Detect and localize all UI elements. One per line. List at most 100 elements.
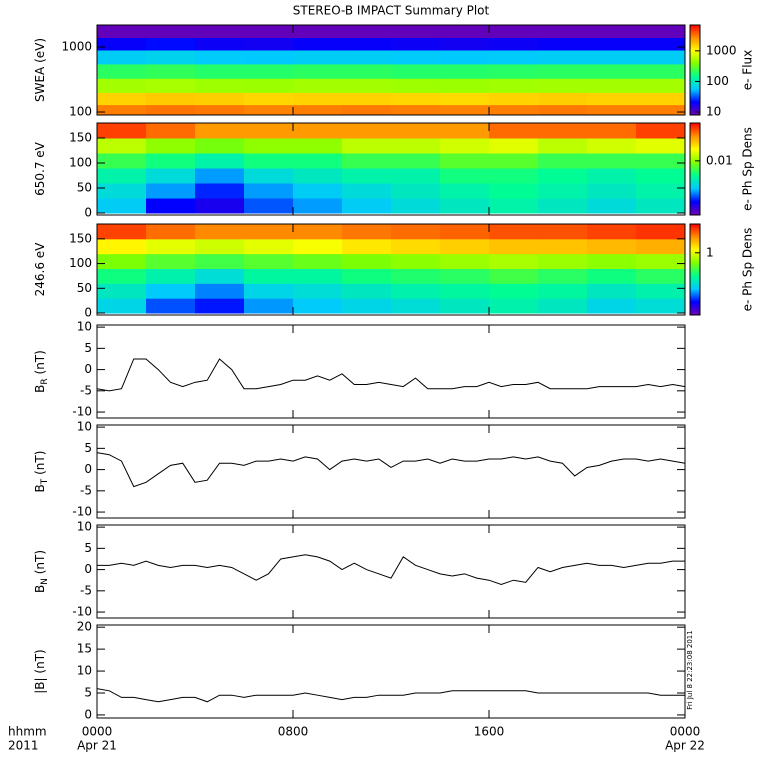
heatmap-cell <box>195 198 245 214</box>
heatmap-cell <box>146 283 196 299</box>
heatmap-cell <box>146 168 196 184</box>
y-tick-label: -10 <box>72 605 92 619</box>
heatmap-cell <box>342 92 392 106</box>
heatmap-cell <box>244 224 294 240</box>
y-label-main: 246.6 eV <box>33 242 47 297</box>
colorbar-tick-label: 0.01 <box>706 153 733 167</box>
heatmap-cell <box>97 138 147 154</box>
heatmap-cell <box>538 298 588 314</box>
heatmap-cell <box>587 253 637 270</box>
heatmap-cell <box>195 92 245 106</box>
y-tick-label: 150 <box>69 231 92 245</box>
y-tick-label: 0 <box>84 206 92 220</box>
heatmap-cell <box>636 298 686 314</box>
heatmap-cell <box>244 153 294 169</box>
heatmap-cell <box>587 238 637 255</box>
heatmap-cell <box>244 104 294 116</box>
heatmap-cell <box>636 37 686 51</box>
heatmap-cell <box>97 238 147 255</box>
heatmap-cell <box>489 238 539 255</box>
heatmap-cell <box>146 183 196 199</box>
x-tick-label: 0800 <box>278 725 309 739</box>
heatmap-cell <box>391 224 441 240</box>
heatmap-cell <box>489 183 539 199</box>
heatmap-cell <box>244 92 294 106</box>
heatmap-cell <box>342 253 392 270</box>
heatmap-cell <box>195 183 245 199</box>
heatmap-cell <box>342 25 392 39</box>
heatmap-cell <box>293 283 343 299</box>
y-tick-label: -5 <box>80 383 92 397</box>
heatmap-cell <box>391 49 441 65</box>
heatmap-cell <box>636 104 686 116</box>
y-tick-label: -5 <box>80 583 92 597</box>
heatmap-cell <box>146 138 196 154</box>
heatmap-cell <box>146 268 196 284</box>
heatmap-cell <box>342 49 392 65</box>
y-label-main: 650.7 eV <box>33 141 47 196</box>
y-tick-label: 0 <box>84 562 92 576</box>
heatmap-cell <box>489 224 539 240</box>
y-tick-label: 0 <box>84 306 92 320</box>
heatmap-cell <box>195 298 245 314</box>
heatmap-cell <box>587 298 637 314</box>
heatmap-cell <box>489 25 539 39</box>
heatmap-cell <box>293 168 343 184</box>
heatmap-cell <box>293 138 343 154</box>
heatmap-cell <box>244 63 294 79</box>
heatmap-cell <box>342 268 392 284</box>
heatmap-cell <box>97 153 147 169</box>
heatmap-cell <box>244 25 294 39</box>
heatmap-cell <box>440 92 490 106</box>
y-tick-label: 10 <box>77 320 92 334</box>
heatmap-cell <box>195 224 245 240</box>
heatmap-cell <box>538 123 588 139</box>
heatmap-cell <box>97 123 147 139</box>
heatmap-cell <box>342 198 392 214</box>
heatmap-cell <box>342 298 392 314</box>
heatmap-cell <box>391 268 441 284</box>
x-row-label: 2011 <box>8 739 39 753</box>
heatmap-cell <box>538 25 588 39</box>
heatmap-cell <box>146 25 196 39</box>
heatmap-cell <box>97 92 147 106</box>
heatmap-cell <box>146 253 196 270</box>
heatmap-cell <box>391 78 441 93</box>
heatmap-cell <box>440 49 490 65</box>
heatmap-cell <box>440 283 490 299</box>
heatmap-cell <box>195 168 245 184</box>
x-tick-label: 0000 <box>82 725 113 739</box>
heatmap-cell <box>489 153 539 169</box>
y-label-unit: (nT) <box>33 649 47 673</box>
timestamp: Fri Jul 8 22:23:08 2011 <box>686 630 694 709</box>
colorbar-label: e- Ph Sp Dens <box>741 127 755 211</box>
heatmap-cell <box>636 183 686 199</box>
heatmap-cell <box>538 104 588 116</box>
panel-frame <box>96 624 686 719</box>
heatmap-cell <box>293 49 343 65</box>
heatmap-cell <box>146 92 196 106</box>
y-tick-label: 0 <box>84 362 92 376</box>
heatmap-cell <box>293 183 343 199</box>
heatmap-cell <box>440 78 490 93</box>
heatmap-cell <box>636 168 686 184</box>
heatmap-cell <box>293 78 343 93</box>
heatmap-cell <box>440 138 490 154</box>
panel-frame <box>96 424 686 519</box>
y-tick-label: -10 <box>72 505 92 519</box>
heatmap-cell <box>97 198 147 214</box>
heatmap-cell <box>538 153 588 169</box>
data-line <box>96 452 686 488</box>
heatmap-cell <box>636 25 686 39</box>
heatmap-cell <box>440 253 490 270</box>
y-axis-label: BN (nT) <box>33 550 50 593</box>
colorbar-label: e- Flux <box>741 50 755 90</box>
panel-frame <box>96 524 686 619</box>
heatmap-cell <box>244 238 294 255</box>
heatmap-cell <box>489 63 539 79</box>
heatmap-cell <box>391 183 441 199</box>
y-axis-label: BT (nT) <box>33 451 50 493</box>
heatmap-cell <box>391 298 441 314</box>
heatmap-cell <box>146 78 196 93</box>
heatmap-cell <box>293 123 343 139</box>
